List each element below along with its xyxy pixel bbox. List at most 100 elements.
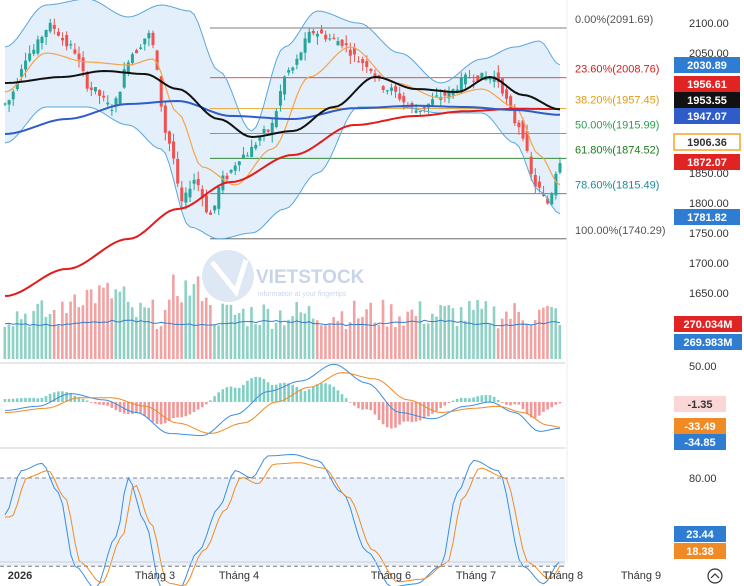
candle [394, 86, 398, 92]
price-axis[interactable]: 2100.002050.002000.001950.001900.001850.… [673, 18, 742, 559]
candle [73, 49, 77, 54]
candle [143, 38, 147, 45]
volume-bar [36, 303, 39, 359]
macd-histogram-bar [102, 402, 105, 405]
candle [414, 110, 418, 113]
macd-histogram-bar [213, 396, 216, 402]
macd-histogram-bar [501, 402, 504, 403]
macd-histogram-bar [299, 389, 303, 402]
candle [468, 76, 472, 78]
time-label-1: Tháng 3 [135, 570, 175, 582]
time-label-6: Tháng 9 [621, 570, 661, 582]
vietstock-watermark: VIETSTOCK information at your fingertips [202, 250, 365, 302]
volume-bar [336, 320, 340, 359]
candle [357, 61, 361, 63]
price-tick-0: 2100.00 [689, 18, 729, 30]
candle [184, 192, 188, 203]
macd-histogram-bar [369, 402, 373, 411]
macd-histogram-bar [316, 384, 319, 402]
macd-histogram-bar [44, 396, 48, 402]
candle [517, 122, 521, 128]
macd-histogram-bar [172, 402, 175, 419]
candle [307, 31, 311, 43]
volume-bar [307, 306, 311, 359]
candle [348, 49, 352, 56]
volume-bar [542, 307, 545, 359]
volume-bar [513, 303, 516, 359]
volume-bar [270, 328, 274, 359]
candle [509, 96, 513, 110]
volume-bar [517, 311, 520, 359]
macd-histogram-bar [348, 402, 352, 403]
macd-histogram-bar [254, 376, 257, 402]
macd-histogram-bar [15, 398, 19, 402]
volume-bar [3, 326, 7, 359]
macd-histogram-bar [422, 402, 426, 419]
volume-bar [15, 311, 19, 359]
candle [365, 61, 369, 67]
macd-histogram-bar [184, 402, 188, 417]
macd-histogram-bar [283, 382, 286, 402]
macd-histogram-bar [431, 402, 434, 414]
candle [278, 91, 282, 106]
time-label-4: Tháng 7 [456, 570, 496, 582]
volume-bar [521, 320, 525, 359]
candle [151, 32, 155, 46]
volume-bar [28, 326, 31, 359]
settings-icon-chevron [710, 573, 720, 579]
candle [521, 120, 525, 139]
candle [295, 58, 299, 65]
volume-bar [324, 325, 327, 359]
candle [496, 72, 500, 83]
macd-histogram-bar [250, 378, 253, 402]
candle [398, 93, 402, 100]
candle [118, 91, 122, 105]
candle [93, 87, 97, 92]
candle [135, 50, 139, 54]
price-badge-label-5: 1872.07 [687, 157, 727, 169]
candle [443, 92, 447, 96]
watermark-brand: VIETSTOCK [256, 267, 365, 288]
price-badge-0 [674, 57, 740, 73]
candle [237, 161, 241, 166]
macd-histogram-bar [48, 393, 52, 402]
volume-bar [126, 301, 130, 359]
macd-value-badge-label: -33.49 [684, 421, 715, 433]
volume-bar [361, 316, 364, 359]
candle [369, 68, 373, 72]
volume-last-label: 270.034M [684, 319, 733, 331]
macd-histogram-bar [550, 402, 553, 408]
volume-bar [315, 320, 319, 359]
settings-icon[interactable] [707, 568, 723, 584]
candle [291, 67, 295, 71]
macd-histogram-bar [324, 383, 327, 402]
volume-bar [344, 328, 348, 359]
macd-histogram-bar [459, 397, 463, 402]
macd-histogram-bar [427, 402, 430, 417]
price-tick-6: 1800.00 [689, 198, 729, 210]
macd-histogram-bar [52, 392, 56, 402]
volume-bar [246, 326, 249, 359]
bollinger-lower [4, 106, 561, 240]
volume-bar [459, 307, 463, 359]
macd-histogram-bar [98, 402, 101, 405]
volume-bar [52, 310, 56, 359]
volume-bar [151, 299, 155, 359]
price-badge-label-1: 1956.61 [687, 79, 727, 91]
volume-bar [85, 289, 89, 359]
stochastic-band-fill [0, 478, 565, 567]
volume-bar [365, 309, 368, 359]
macd-histogram-bar [118, 402, 122, 413]
candle [213, 205, 217, 211]
volume-bar [340, 311, 344, 359]
volume-ma-badge [674, 334, 742, 350]
price-badge-1 [674, 76, 740, 92]
volume-bar [122, 286, 126, 359]
volume-bar [114, 289, 118, 359]
macd-histogram-bar [353, 402, 356, 406]
macd-histogram-bar [163, 402, 167, 424]
candle [167, 131, 171, 144]
macd-histogram-bar [464, 398, 467, 402]
macd-histogram-bar [69, 393, 72, 402]
volume-bar [500, 318, 504, 359]
